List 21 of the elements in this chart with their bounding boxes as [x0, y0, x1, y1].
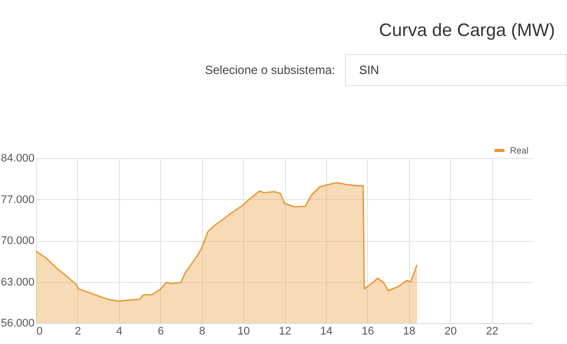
y-tick-label: 77.000	[0, 194, 34, 206]
x-tick-label: 16	[362, 326, 374, 338]
x-tick-label: 4	[116, 326, 122, 338]
x-tick-label: 6	[158, 326, 164, 338]
x-tick-label: 12	[278, 326, 292, 338]
x-tick-label: 20	[444, 326, 457, 338]
x-tick-label: 22	[486, 326, 498, 338]
legend-label: Real	[510, 146, 529, 156]
y-tick-label: 56.000	[0, 318, 34, 330]
y-tick-label: 84.000	[0, 152, 34, 164]
x-tick-label: 2	[74, 326, 81, 338]
x-tick-label: 18	[403, 326, 416, 338]
text: Selecione o subsistema:	[205, 63, 336, 77]
y-tick-label: 63.000	[0, 276, 34, 288]
x-tick-label: 10	[237, 326, 250, 338]
x-tick-label: 0	[36, 326, 43, 338]
x-tick-label: 8	[199, 326, 206, 338]
y-tick-label: 70.000	[0, 235, 34, 247]
chart-title: Curva de Carga (MW)	[378, 20, 555, 41]
select-field: SIN	[345, 54, 567, 86]
x-tick-label: 14	[320, 326, 333, 338]
